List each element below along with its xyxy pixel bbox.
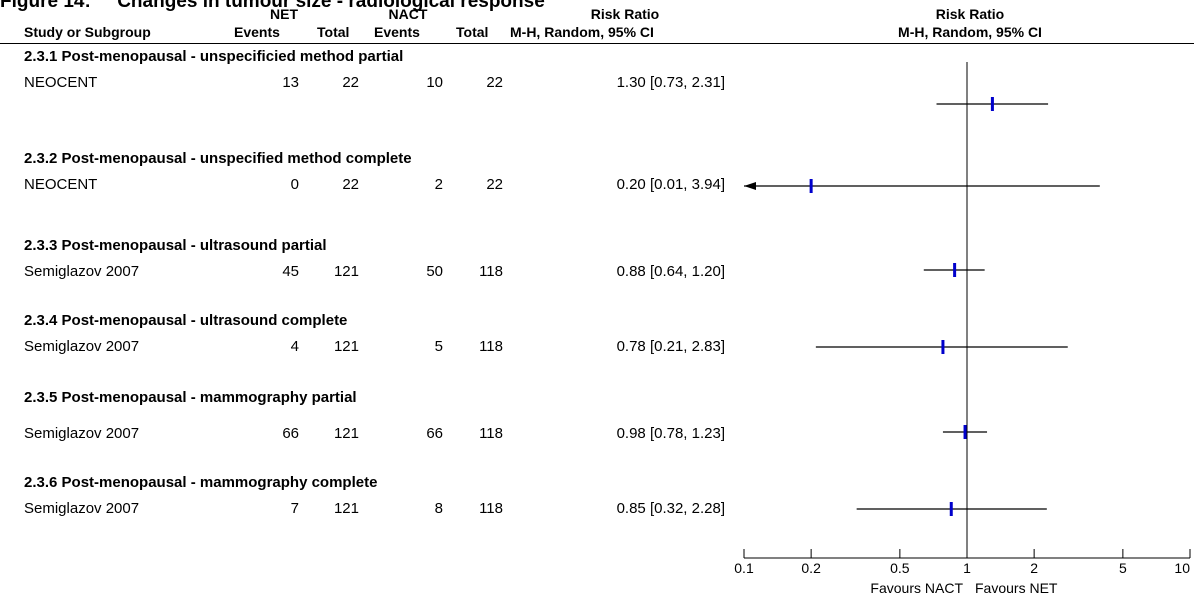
ci-arrow — [744, 182, 756, 190]
subgroup-title: 2.3.2 Post-menopausal - unspecified meth… — [24, 150, 412, 167]
risk-ratio-ci: 0.85 [0.32, 2.28] — [616, 500, 725, 517]
study-name: NEOCENT — [24, 176, 98, 193]
total2-value: 118 — [479, 500, 503, 517]
risk-ratio-ci: 0.98 [0.78, 1.23] — [616, 425, 725, 442]
x-axis-tick-label: 0.1 — [734, 560, 754, 576]
effect-header: Risk Ratio — [590, 6, 660, 22]
total2-value: 118 — [479, 425, 503, 442]
figure-title: Figure 14: Changes in tumour size - radi… — [0, 0, 545, 11]
x-axis-tick-label: 2 — [1030, 560, 1038, 576]
total2-value: 118 — [479, 263, 503, 280]
total2-value: 118 — [479, 338, 503, 355]
study-name: Semiglazov 2007 — [24, 338, 140, 355]
total2-value: 22 — [486, 176, 503, 193]
study-name: NEOCENT — [24, 74, 98, 91]
study-name: Semiglazov 2007 — [24, 263, 140, 280]
point-estimate-marker — [953, 263, 957, 277]
total1-value: 121 — [333, 263, 359, 280]
subgroup-title: 2.3.3 Post-menopausal - ultrasound parti… — [24, 237, 327, 254]
point-estimate-marker — [990, 97, 994, 111]
total1-header: Total — [317, 24, 350, 40]
study-column-header: Study or Subgroup — [24, 24, 151, 40]
study-name: Semiglazov 2007 — [24, 425, 140, 442]
method-header: M-H, Random, 95% CI — [510, 24, 654, 40]
events2-value: 8 — [434, 500, 443, 517]
total1-value: 121 — [333, 500, 359, 517]
events1-value: 4 — [290, 338, 299, 355]
events2-value: 2 — [434, 176, 443, 193]
point-estimate-marker — [963, 425, 967, 439]
total1-value: 22 — [342, 176, 359, 193]
x-axis-tick-label: 0.2 — [801, 560, 821, 576]
plot-method-header: M-H, Random, 95% CI — [898, 24, 1042, 40]
events1-header: Events — [234, 24, 280, 40]
risk-ratio-ci: 0.20 [0.01, 3.94] — [616, 176, 725, 193]
risk-ratio-ci: 0.88 [0.64, 1.20] — [616, 263, 725, 280]
events2-value: 50 — [426, 263, 443, 280]
total2-value: 22 — [486, 74, 503, 91]
events1-value: 0 — [290, 176, 299, 193]
header-rule — [0, 43, 1194, 44]
total1-value: 121 — [333, 338, 359, 355]
x-axis-tick-label: 10 — [1174, 560, 1190, 576]
group1-header: NET — [270, 6, 298, 22]
x-axis-tick-label: 5 — [1119, 560, 1127, 576]
x-axis-tick-label: 1 — [963, 560, 971, 576]
events2-value: 66 — [426, 425, 443, 442]
events1-value: 13 — [282, 74, 299, 91]
point-estimate-marker — [809, 179, 813, 193]
events2-header: Events — [374, 24, 420, 40]
subgroup-title: 2.3.4 Post-menopausal - ultrasound compl… — [24, 312, 348, 329]
point-estimate-marker — [949, 502, 953, 516]
x-axis-tick-label: 0.5 — [890, 560, 910, 576]
events1-value: 7 — [290, 500, 299, 517]
total1-value: 121 — [333, 425, 359, 442]
study-name: Semiglazov 2007 — [24, 500, 140, 517]
subgroup-title: 2.3.5 Post-menopausal - mammography part… — [24, 389, 357, 406]
plot-effect-header: Risk Ratio — [935, 6, 1005, 22]
favours-left-label: Favours NACT — [870, 580, 963, 596]
events2-value: 10 — [426, 74, 443, 91]
total2-header: Total — [456, 24, 489, 40]
risk-ratio-ci: 0.78 [0.21, 2.83] — [616, 338, 725, 355]
subgroup-title: 2.3.6 Post-menopausal - mammography comp… — [24, 474, 378, 491]
subgroup-title: 2.3.1 Post-menopausal - unspecificied me… — [24, 48, 404, 65]
favours-right-label: Favours NET — [975, 580, 1058, 596]
point-estimate-marker — [941, 340, 945, 354]
group2-header: NACT — [388, 6, 428, 22]
total1-value: 22 — [342, 74, 359, 91]
risk-ratio-ci: 1.30 [0.73, 2.31] — [616, 74, 725, 91]
events1-value: 66 — [282, 425, 299, 442]
events1-value: 45 — [282, 263, 299, 280]
events2-value: 5 — [434, 338, 443, 355]
